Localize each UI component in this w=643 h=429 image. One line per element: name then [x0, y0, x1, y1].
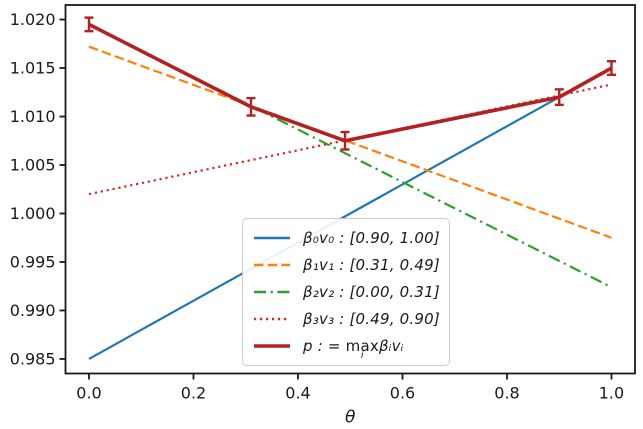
x-tick-label: 0.0	[76, 384, 101, 403]
x-tick-label: 0.8	[494, 384, 519, 403]
p-label-rhs: βᵢvᵢ	[378, 337, 404, 356]
max-operator: max i	[345, 337, 379, 361]
legend-label-beta3: β₃v₃ : [0.49, 0.90]	[303, 310, 440, 329]
y-tick-label: 1.005	[10, 156, 56, 175]
y-tick-label: 0.985	[10, 349, 56, 368]
series-line-beta1_v1	[88, 45, 612, 239]
x-tick-label: 0.4	[285, 384, 310, 403]
legend-key-dotted-line-icon	[254, 317, 290, 321]
legend-item-beta0: β₀v₀ : [0.90, 1.00]	[253, 229, 441, 247]
x-tick-label: 1.0	[599, 384, 624, 403]
plot-frame	[64, 4, 636, 375]
p-label-lhs: p : =	[303, 337, 346, 356]
legend: β₀v₀ : [0.90, 1.00] β₁v₁ : [0.31, 0.49] …	[242, 218, 450, 366]
y-tick-label: 1.010	[10, 107, 56, 126]
legend-key-dashdot-line-icon	[254, 290, 290, 294]
legend-item-beta2: β₂v₂ : [0.00, 0.31]	[253, 283, 441, 301]
x-tick-label: 0.2	[181, 384, 206, 403]
legend-item-p-max: p : = max i βᵢvᵢ	[253, 337, 441, 361]
x-tick-label: 0.6	[390, 384, 415, 403]
legend-label-beta0: β₀v₀ : [0.90, 1.00]	[303, 228, 440, 247]
legend-key-dashed-line-icon	[254, 263, 290, 267]
legend-key-solid-line-icon	[254, 236, 290, 239]
y-tick-label: 1.020	[10, 10, 56, 29]
legend-item-beta3: β₃v₃ : [0.49, 0.90]	[253, 310, 441, 328]
max-subscript: i	[360, 350, 364, 362]
legend-label-beta2: β₂v₂ : [0.00, 0.31]	[303, 282, 440, 301]
max-text: max	[345, 337, 379, 356]
legend-item-beta1: β₁v₁ : [0.31, 0.49]	[253, 256, 441, 274]
legend-key-thick-solid-line-icon	[254, 344, 290, 349]
x-axis-label: θ	[345, 408, 356, 428]
series-line-p_max	[88, 22, 613, 143]
series-line-beta0_v0	[88, 67, 613, 360]
y-tick-label: 1.000	[10, 204, 56, 223]
y-tick-label: 0.995	[10, 252, 56, 271]
legend-label-p-max: p : = max i βᵢvᵢ	[303, 337, 404, 361]
y-tick-label: 1.015	[10, 59, 56, 78]
legend-label-beta1: β₁v₁ : [0.31, 0.49]	[303, 255, 440, 274]
y-tick-label: 0.990	[10, 301, 56, 320]
